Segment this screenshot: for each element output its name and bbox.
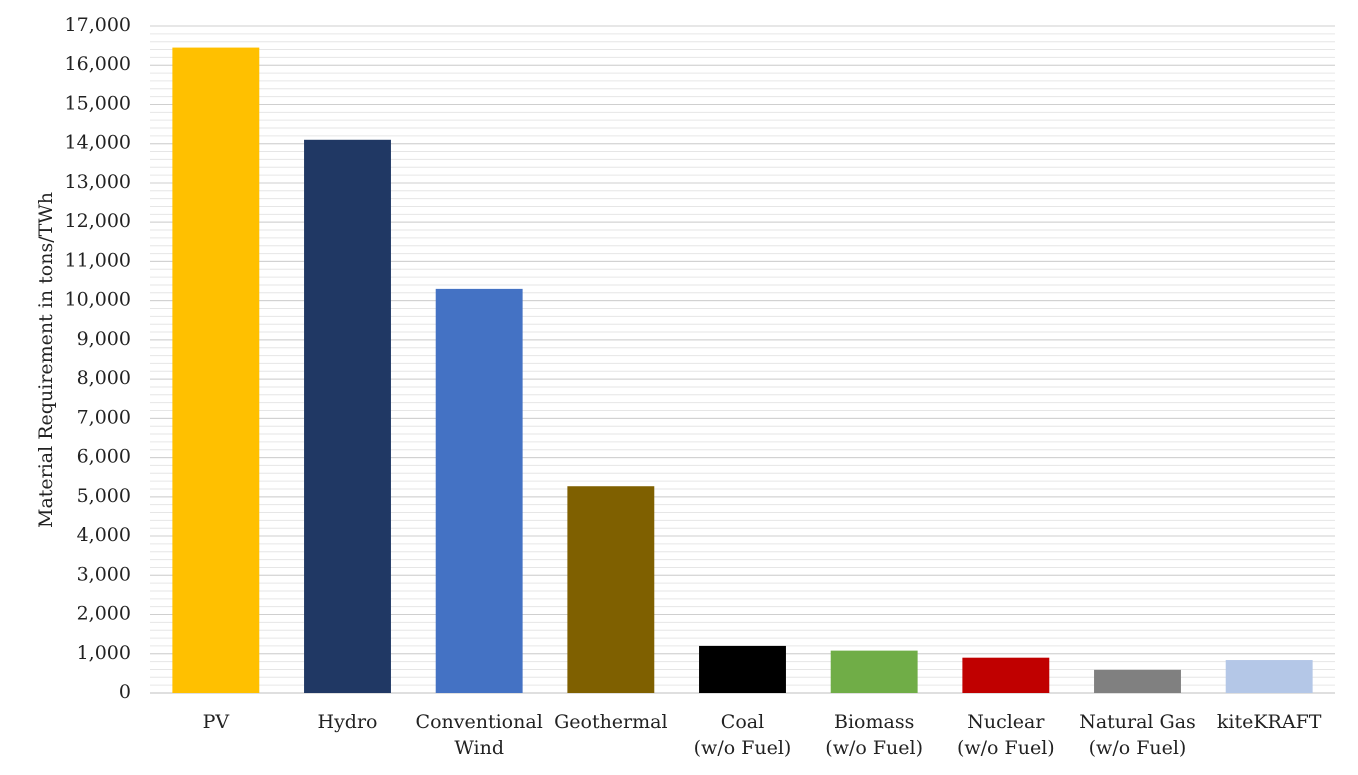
bar [1094, 669, 1181, 693]
y-tick-label: 1,000 [77, 642, 131, 664]
bar [699, 645, 786, 693]
x-tick-label: kiteKRAFT [1217, 711, 1322, 733]
y-axis-title: Material Requirement in tons/TWh [35, 192, 57, 528]
y-tick-label: 2,000 [77, 603, 131, 625]
bar [304, 139, 391, 693]
x-tick-label: Geothermal [554, 711, 667, 733]
y-tick-label: 16,000 [65, 53, 131, 75]
x-tick-label: (w/o Fuel) [1089, 737, 1187, 759]
y-tick-label: 4,000 [77, 524, 131, 546]
x-tick-label: (w/o Fuel) [957, 737, 1055, 759]
y-tick-label: 7,000 [77, 406, 131, 428]
x-tick-label: Wind [454, 737, 504, 759]
y-tick-label: 9,000 [77, 328, 131, 350]
x-tick-label: Natural Gas [1079, 711, 1196, 733]
x-tick-label: Hydro [318, 711, 378, 733]
bar [172, 47, 260, 694]
x-tick-label: (w/o Fuel) [825, 737, 923, 759]
y-tick-label: 3,000 [77, 563, 131, 585]
bar [435, 288, 523, 693]
y-tick-label: 15,000 [65, 92, 131, 114]
bar [567, 486, 655, 693]
x-tick-label: Coal [721, 711, 764, 733]
y-tick-label: 5,000 [77, 485, 131, 507]
bar [830, 650, 918, 693]
y-tick-label: 10,000 [65, 289, 131, 311]
x-tick-label: PV [203, 711, 230, 733]
bar [1225, 660, 1313, 693]
y-tick-label: 8,000 [77, 367, 131, 389]
y-tick-label: 13,000 [65, 171, 131, 193]
y-tick-label: 11,000 [65, 249, 131, 271]
y-tick-label: 0 [119, 681, 131, 703]
y-tick-label: 17,000 [65, 14, 131, 36]
y-tick-label: 14,000 [65, 132, 131, 154]
x-tick-label: Nuclear [967, 711, 1045, 733]
x-tick-label: Conventional [416, 711, 543, 733]
y-tick-label: 12,000 [65, 210, 131, 232]
x-tick-label: (w/o Fuel) [694, 737, 792, 759]
y-tick-label: 6,000 [77, 446, 131, 468]
x-tick-label: Biomass [834, 711, 914, 733]
bar [962, 657, 1050, 693]
